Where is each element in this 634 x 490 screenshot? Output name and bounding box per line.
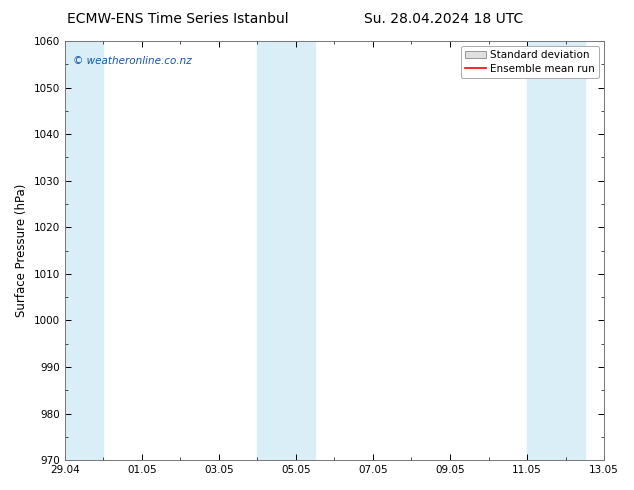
Text: Su. 28.04.2024 18 UTC: Su. 28.04.2024 18 UTC [364,12,524,26]
Bar [527,41,585,460]
Text: © weatheronline.co.nz: © weatheronline.co.nz [73,56,191,66]
Bar [65,41,103,460]
Text: ECMW-ENS Time Series Istanbul: ECMW-ENS Time Series Istanbul [67,12,288,26]
Legend: Standard deviation, Ensemble mean run: Standard deviation, Ensemble mean run [461,46,599,78]
Bar [257,41,315,460]
Y-axis label: Surface Pressure (hPa): Surface Pressure (hPa) [15,184,28,318]
